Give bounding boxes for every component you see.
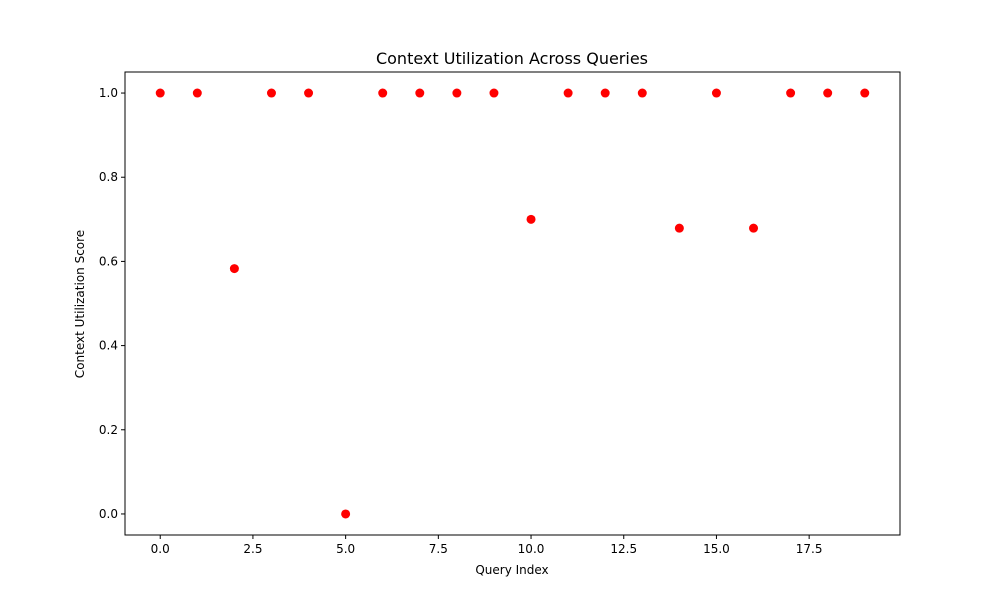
x-tick-label: 7.5 — [429, 542, 448, 556]
data-point — [452, 88, 462, 98]
data-point — [600, 88, 610, 98]
data-point — [674, 223, 684, 233]
x-tick-label: 17.5 — [796, 542, 823, 556]
chart-title: Context Utilization Across Queries — [376, 49, 648, 68]
x-tick-label: 0.0 — [151, 542, 170, 556]
y-axis: 0.0 0.2 0.4 0.6 0.8 1.0 — [99, 86, 125, 521]
x-tick-label: 12.5 — [610, 542, 637, 556]
y-tick-label: 0.8 — [99, 170, 118, 184]
data-point — [489, 88, 499, 98]
y-axis-label: Context Utilization Score — [73, 230, 87, 378]
data-point — [637, 88, 647, 98]
x-tick-label: 15.0 — [703, 542, 730, 556]
data-points — [155, 88, 870, 519]
data-point — [304, 88, 314, 98]
data-point — [749, 223, 759, 233]
y-tick-label: 0.2 — [99, 423, 118, 437]
data-point — [415, 88, 425, 98]
x-tick-label: 2.5 — [243, 542, 262, 556]
y-tick-label: 0.6 — [99, 254, 118, 268]
data-point — [229, 264, 239, 274]
data-point — [155, 88, 165, 98]
data-point — [341, 509, 351, 519]
x-axis: 0.0 2.5 5.0 7.5 10.0 12.5 15.0 17.5 — [151, 535, 823, 556]
y-tick-label: 1.0 — [99, 86, 118, 100]
x-axis-label: Query Index — [475, 563, 548, 577]
data-point — [823, 88, 833, 98]
x-tick-label: 5.0 — [336, 542, 355, 556]
y-tick-label: 0.0 — [99, 507, 118, 521]
x-tick-label: 10.0 — [518, 542, 545, 556]
y-tick-label: 0.4 — [99, 339, 118, 353]
data-point — [786, 88, 796, 98]
data-point — [378, 88, 388, 98]
data-point — [563, 88, 573, 98]
data-point — [526, 214, 536, 224]
data-point — [266, 88, 276, 98]
data-point — [711, 88, 721, 98]
plot-area — [124, 71, 901, 536]
data-point — [860, 88, 870, 98]
data-point — [192, 88, 202, 98]
